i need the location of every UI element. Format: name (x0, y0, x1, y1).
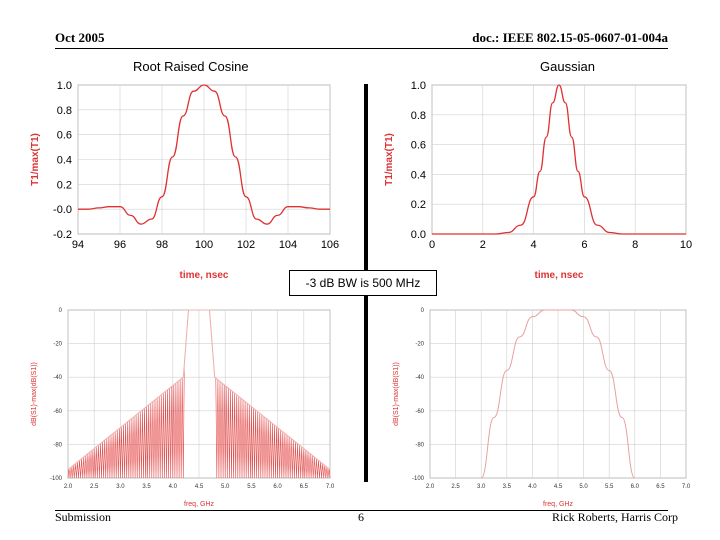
footer-page-number: 6 (358, 510, 364, 524)
rrc-freq-x-tick-label: 6.5 (300, 484, 309, 490)
gauss-freq-x-tick-label: 2.0 (426, 484, 435, 490)
gauss-time-y-tick-label: 0.0 (411, 229, 426, 241)
gaussian-plot-title: Gaussian (540, 59, 595, 74)
header-rule (55, 48, 668, 49)
gauss-freq-y-tick-label: -60 (415, 409, 424, 415)
rrc-time-x-tick-label: 100 (195, 239, 213, 251)
footer-author: Rick Roberts, Harris Corp (552, 510, 678, 524)
gauss-time-x-tick-label: 2 (480, 239, 486, 251)
rrc-freq-y-axis-label: dB(S1)-max(dB(S1)) (31, 362, 38, 426)
rrc-freq-y-tick-label: -100 (50, 476, 63, 482)
rrc-time-x-tick-label: 102 (237, 239, 255, 251)
rrc-freq-x-tick-label: 5.0 (221, 484, 230, 490)
rrc-freq-y-tick-label: -20 (53, 342, 62, 348)
rrc-freq-x-tick-label: 5.5 (247, 484, 256, 490)
rrc-time-y-tick-label: -0.0 (53, 204, 72, 216)
gauss-freq-y-tick-label: -80 (415, 442, 424, 448)
gauss-freq-x-tick-label: 6.0 (631, 484, 640, 490)
gauss-freq-x-tick-label: 4.0 (528, 484, 537, 490)
rrc-freq-x-tick-label: 2.0 (64, 484, 73, 490)
rrc-time-x-tick-label: 98 (156, 239, 168, 251)
header-doc-id: doc.: IEEE 802.15-05-0607-01-004a (472, 30, 668, 45)
bandwidth-note-box: -3 dB BW is 500 MHz (289, 270, 437, 296)
gauss-time-plot-frame (431, 84, 687, 235)
gauss-freq-x-tick-label: 4.5 (554, 484, 563, 490)
gauss-freq-x-tick-label: 5.5 (605, 484, 614, 490)
rrc-time-series-line (78, 84, 330, 225)
rrc-time-x-tick-label: 104 (279, 239, 297, 251)
gauss-freq-x-tick-label: 2.5 (451, 484, 460, 490)
gauss-time-x-tick-label: 8 (632, 239, 638, 251)
gauss-time-x-axis-label: time, nsec (535, 270, 584, 281)
gauss-freq-y-tick-label: -100 (412, 476, 425, 482)
rrc-freq-x-tick-label: 4.5 (195, 484, 204, 490)
gauss-freq-x-axis-label: freq, GHz (543, 501, 573, 508)
gauss-freq-series-line (480, 309, 636, 479)
footer-submission: Submission (55, 510, 112, 524)
rrc-time-y-axis-label: T1/max(T1) (30, 133, 41, 186)
gauss-time-x-tick-label: 0 (429, 239, 435, 251)
rrc-time-y-tick-label: 0.2 (57, 179, 72, 191)
rrc-time-x-tick-label: 96 (114, 239, 126, 251)
gauss-freq-x-tick-label: 6.5 (656, 484, 665, 490)
rrc-freq-x-tick-label: 3.0 (116, 484, 125, 490)
rrc-freq-x-tick-label: 3.5 (142, 484, 151, 490)
gauss-time-y-axis-label: T1/max(T1) (384, 133, 395, 186)
rrc-freq-x-tick-label: 4.0 (169, 484, 178, 490)
rrc-freq-y-tick-label: -60 (53, 409, 62, 415)
gauss-time-y-tick-label: 1.0 (411, 80, 426, 92)
gauss-freq-y-tick-label: -20 (415, 342, 424, 348)
rrc-freq-x-tick-label: 6.0 (273, 484, 282, 490)
gauss-time-x-tick-label: 6 (581, 239, 587, 251)
rrc-time-x-axis-label: time, nsec (180, 270, 229, 281)
rrc-freq-y-tick-label: -80 (53, 442, 62, 448)
gauss-time-y-tick-label: 0.2 (411, 199, 426, 211)
footer-rule (55, 510, 668, 511)
rrc-plot-title: Root Raised Cosine (133, 59, 249, 74)
rrc-freq-x-tick-label: 2.5 (90, 484, 99, 490)
rrc-freq-y-tick-label: -40 (53, 375, 62, 381)
gauss-time-x-tick-label: 4 (531, 239, 537, 251)
rrc-time-y-tick-label: 0.6 (57, 130, 72, 142)
gauss-time-y-tick-label: 0.8 (411, 110, 426, 122)
gauss-time-series-line (432, 84, 686, 235)
rrc-time-y-tick-label: 0.4 (57, 155, 72, 167)
gauss-time-y-tick-label: 0.6 (411, 140, 426, 152)
rrc-freq-y-tick-label: 0 (59, 308, 63, 314)
gauss-freq-x-tick-label: 3.0 (477, 484, 486, 490)
rrc-freq-x-tick-label: 7.0 (326, 484, 335, 490)
rrc-time-y-tick-label: 1.0 (57, 80, 72, 92)
gauss-freq-y-axis-label: dB(S1)-max(dB(S1)) (393, 362, 400, 426)
rrc-time-y-tick-label: 0.8 (57, 105, 72, 117)
rrc-freq-x-axis-label: freq, GHz (184, 501, 214, 508)
gauss-freq-x-tick-label: 3.5 (503, 484, 512, 490)
rrc-freq-envelope-line (67, 309, 331, 470)
gauss-time-x-tick-label: 10 (680, 239, 692, 251)
header-date: Oct 2005 (55, 30, 105, 45)
gauss-freq-x-tick-label: 7.0 (682, 484, 691, 490)
gauss-freq-x-tick-label: 5.0 (579, 484, 588, 490)
gauss-freq-y-tick-label: 0 (421, 308, 425, 314)
gauss-freq-y-tick-label: -40 (415, 375, 424, 381)
gauss-time-y-tick-label: 0.4 (411, 169, 426, 181)
rrc-time-x-tick-label: 94 (72, 239, 84, 251)
rrc-time-y-tick-label: -0.2 (53, 229, 72, 241)
rrc-time-x-tick-label: 106 (321, 239, 339, 251)
